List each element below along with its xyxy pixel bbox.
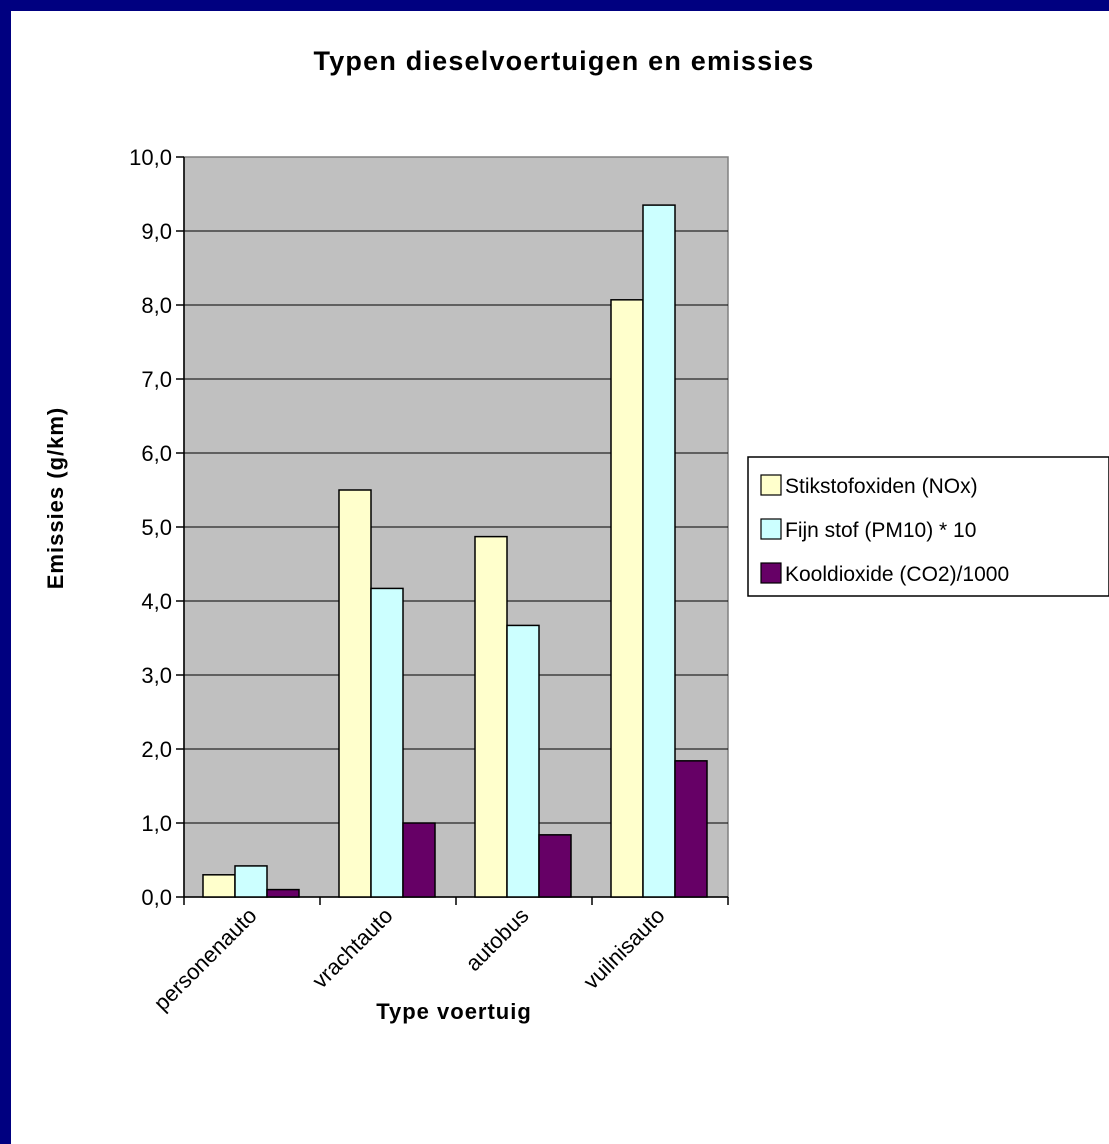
bar-vuilnisauto-series-2 xyxy=(674,760,708,898)
bar-personenauto-series-1 xyxy=(234,865,268,898)
bar-personenauto-series-2 xyxy=(266,888,300,898)
legend-box xyxy=(747,456,1109,597)
x-axis-title: Type voertuig xyxy=(376,999,532,1024)
y-tick-label: 9,0 xyxy=(141,219,172,244)
y-tick-label: 3,0 xyxy=(141,663,172,688)
bar-vuilnisauto-series-1 xyxy=(642,204,676,898)
y-tick-label: 2,0 xyxy=(141,737,172,762)
bar-autobus-series-1 xyxy=(506,624,540,898)
legend-swatch xyxy=(760,518,782,540)
x-category-label: autobus xyxy=(460,903,533,976)
y-tick-label: 10,0 xyxy=(129,145,172,170)
x-category-label: personenauto xyxy=(149,903,262,1016)
y-axis-title: Emissies (g/km) xyxy=(43,407,68,590)
legend-swatch xyxy=(760,474,782,496)
bar-chart: Typen dieselvoertuigen en emissies 0,0 1,0… xyxy=(43,46,1109,1024)
y-tick-label: 1,0 xyxy=(141,811,172,836)
legend-label: Stikstofoxiden (NOx) xyxy=(785,475,978,498)
legend-label: Kooldioxide (CO2)/1000 xyxy=(785,563,1009,586)
y-tick-label: 4,0 xyxy=(141,589,172,614)
x-category-label: vrachtauto xyxy=(307,903,397,993)
y-tick-label: 8,0 xyxy=(141,293,172,318)
chart-title: Typen dieselvoertuigen en emissies xyxy=(314,46,815,76)
y-tick-label: 0,0 xyxy=(141,885,172,910)
y-tick-label: 5,0 xyxy=(141,515,172,540)
x-category-label: vuilnisauto xyxy=(578,903,669,994)
chart-frame: Typen dieselvoertuigen en emissies 0,0 1,0… xyxy=(11,11,1109,1144)
bar-vrachtauto-series-1 xyxy=(370,587,404,898)
y-tick-label: 6,0 xyxy=(141,441,172,466)
bar-personenauto-series-0 xyxy=(202,874,236,898)
legend-label: Fijn stof (PM10) * 10 xyxy=(785,519,976,542)
legend-swatch xyxy=(760,562,782,584)
bar-autobus-series-0 xyxy=(474,535,508,898)
bar-autobus-series-2 xyxy=(538,834,572,898)
bar-vuilnisauto-series-0 xyxy=(610,299,644,898)
y-tick-label: 7,0 xyxy=(141,367,172,392)
bar-vrachtauto-series-0 xyxy=(338,489,372,898)
bar-vrachtauto-series-2 xyxy=(402,822,436,898)
